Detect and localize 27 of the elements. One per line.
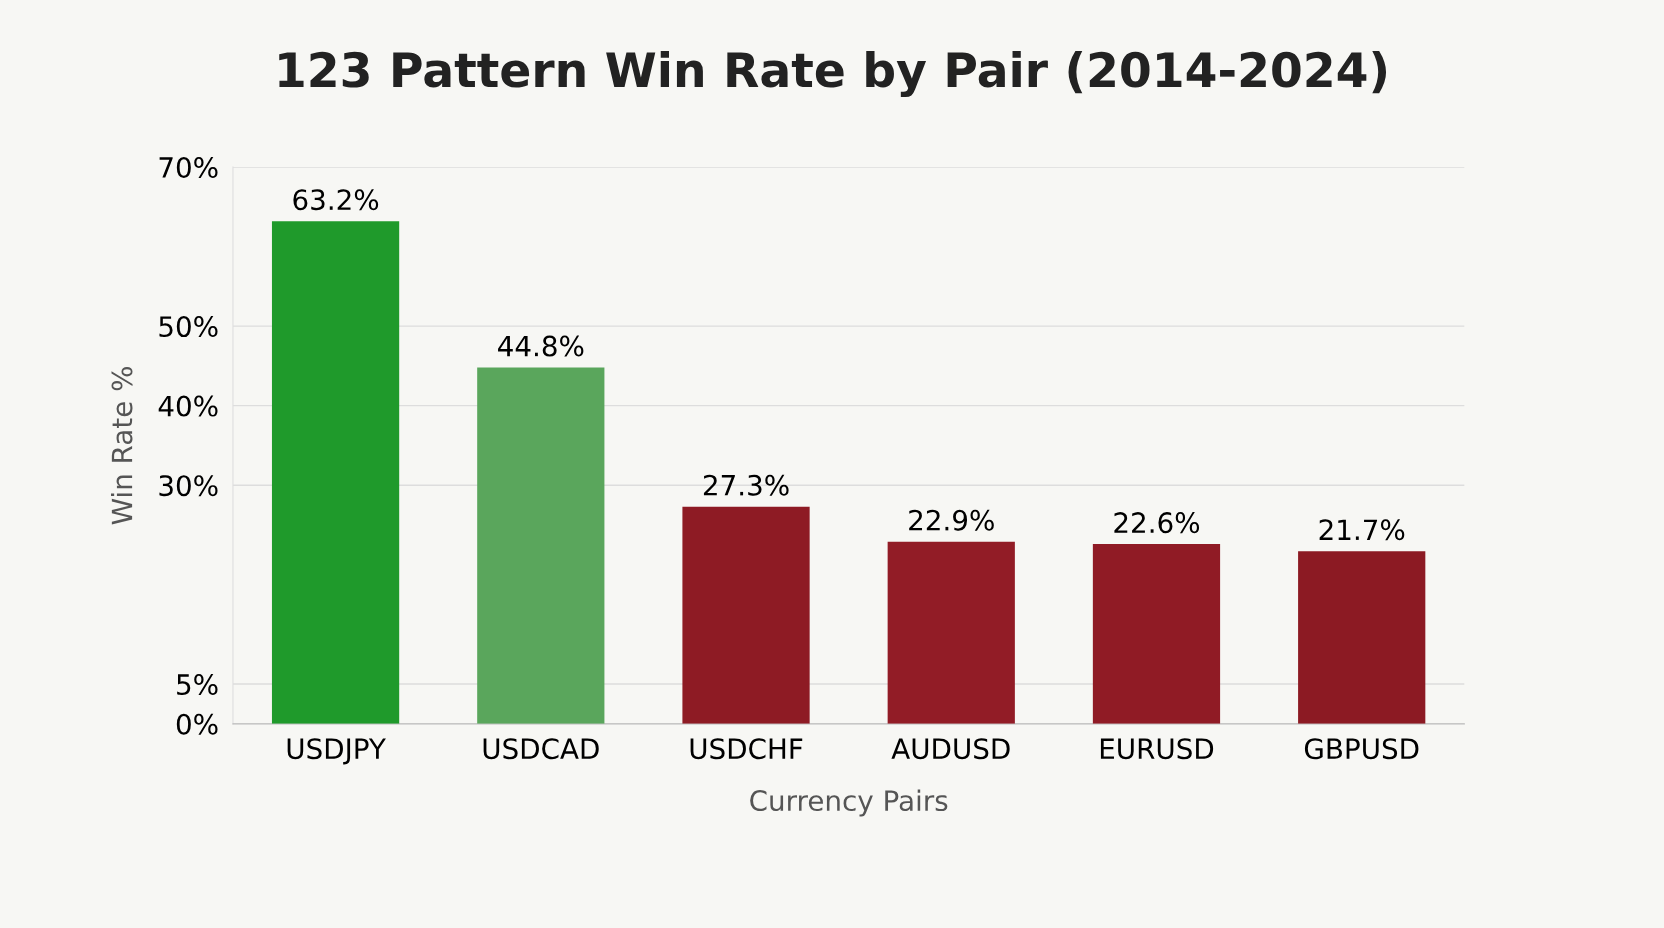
x-tick-label: USDCHF — [690, 738, 803, 760]
bar — [477, 367, 605, 724]
y-tick-label: 30% — [159, 475, 218, 497]
y-tick-label: 50% — [159, 316, 218, 338]
bar — [682, 506, 810, 724]
data-label: 27.3% — [703, 474, 789, 496]
x-tick-label: AUDUSD — [891, 738, 1010, 760]
x-tick-label: USDCAD — [483, 738, 599, 760]
bar — [887, 541, 1015, 724]
x-tick-label: GBPUSD — [1304, 738, 1419, 760]
bar — [1092, 544, 1221, 724]
data-label: 22.6% — [1114, 512, 1200, 534]
y-axis-title: Win Rate % — [111, 367, 133, 525]
data-label: 22.9% — [909, 509, 994, 531]
y-tick-label: 70% — [159, 156, 218, 178]
y-tick-label: 40% — [158, 395, 218, 417]
x-tick-label: USDJPY — [287, 738, 386, 765]
chart-title: 123 Pattern Win Rate by Pair (2014-2024) — [279, 51, 1387, 98]
bar — [271, 221, 400, 724]
data-label: 21.7% — [1319, 519, 1405, 541]
bar — [1298, 551, 1426, 724]
data-label: 63.2% — [293, 189, 379, 211]
y-tick-label: 5% — [177, 674, 218, 696]
x-axis-title: Currency Pairs — [750, 789, 948, 817]
x-tick-label: EURUSD — [1100, 738, 1214, 760]
data-label: 44.8% — [498, 335, 584, 357]
y-tick-label: 0% — [176, 713, 218, 735]
